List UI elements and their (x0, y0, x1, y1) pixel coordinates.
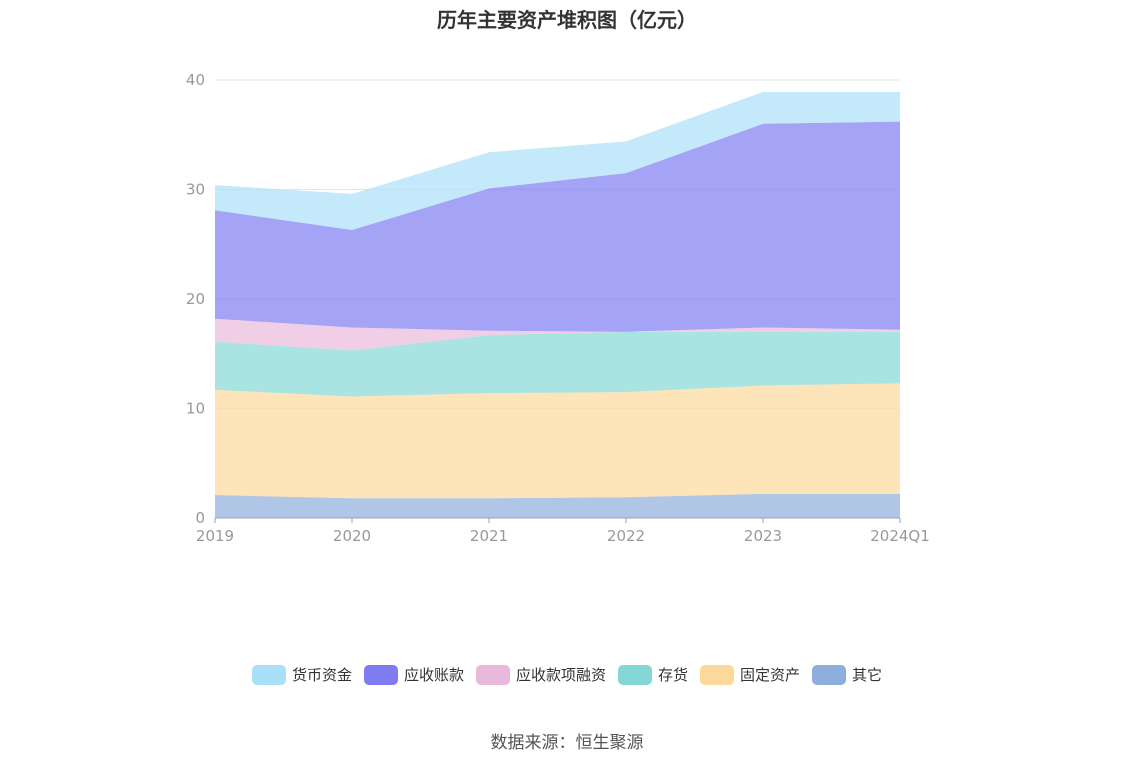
y-tick-label: 0 (195, 509, 205, 527)
x-tick-label: 2019 (196, 527, 234, 545)
stacked-area-chart: 0 10 20 30 40 2019 2020 2021 2022 2023 2024Q1 (186, 71, 930, 545)
legend-label: 应收款项融资 (515, 666, 606, 684)
area-series-固定资产 (215, 383, 900, 499)
legend-swatch (812, 664, 847, 685)
legend-item-receivables[interactable]: 应收账款 (363, 664, 464, 685)
legend-swatch (475, 664, 510, 685)
legend-item-cash[interactable]: 货币资金 (251, 664, 352, 685)
x-tick-label: 2021 (470, 527, 508, 545)
area-series-货币资金 (215, 92, 900, 231)
legend: 货币资金 应收账款 应收款项融资 存货 固定资产 其它 (0, 664, 1134, 685)
legend-item-fixed-assets[interactable]: 固定资产 (700, 664, 800, 685)
area-series-应收账款 (215, 121, 900, 332)
x-tick-label: 2023 (744, 527, 782, 545)
legend-label: 应收账款 (403, 666, 464, 684)
legend-label: 货币资金 (291, 666, 352, 684)
area-series-存货 (215, 331, 900, 397)
legend-swatch (618, 664, 652, 685)
x-tick-label: 2024Q1 (870, 527, 930, 545)
chart-title: 历年主要资产堆积图（亿元） (437, 8, 697, 32)
area-series-应收款项融资 (215, 318, 900, 351)
legend-swatch (251, 664, 286, 685)
legend-swatch (700, 664, 735, 685)
legend-swatch (363, 664, 398, 685)
y-tick-label: 40 (186, 71, 205, 89)
legend-label: 固定资产 (740, 666, 801, 684)
y-tick-label: 20 (186, 290, 205, 308)
legend-item-receivables-financing[interactable]: 应收款项融资 (475, 664, 606, 685)
legend-item-other[interactable]: 其它 (812, 664, 882, 685)
legend-label: 存货 (658, 666, 689, 684)
y-tick-label: 30 (186, 181, 205, 199)
y-tick-label: 10 (186, 400, 205, 418)
area-series-其它 (215, 493, 900, 518)
x-tick-label: 2020 (333, 527, 371, 545)
legend-item-inventory[interactable]: 存货 (618, 664, 688, 685)
x-tick-label: 2022 (607, 527, 645, 545)
data-source: 数据来源：恒生聚源 (490, 733, 644, 753)
legend-label: 其它 (852, 666, 883, 684)
